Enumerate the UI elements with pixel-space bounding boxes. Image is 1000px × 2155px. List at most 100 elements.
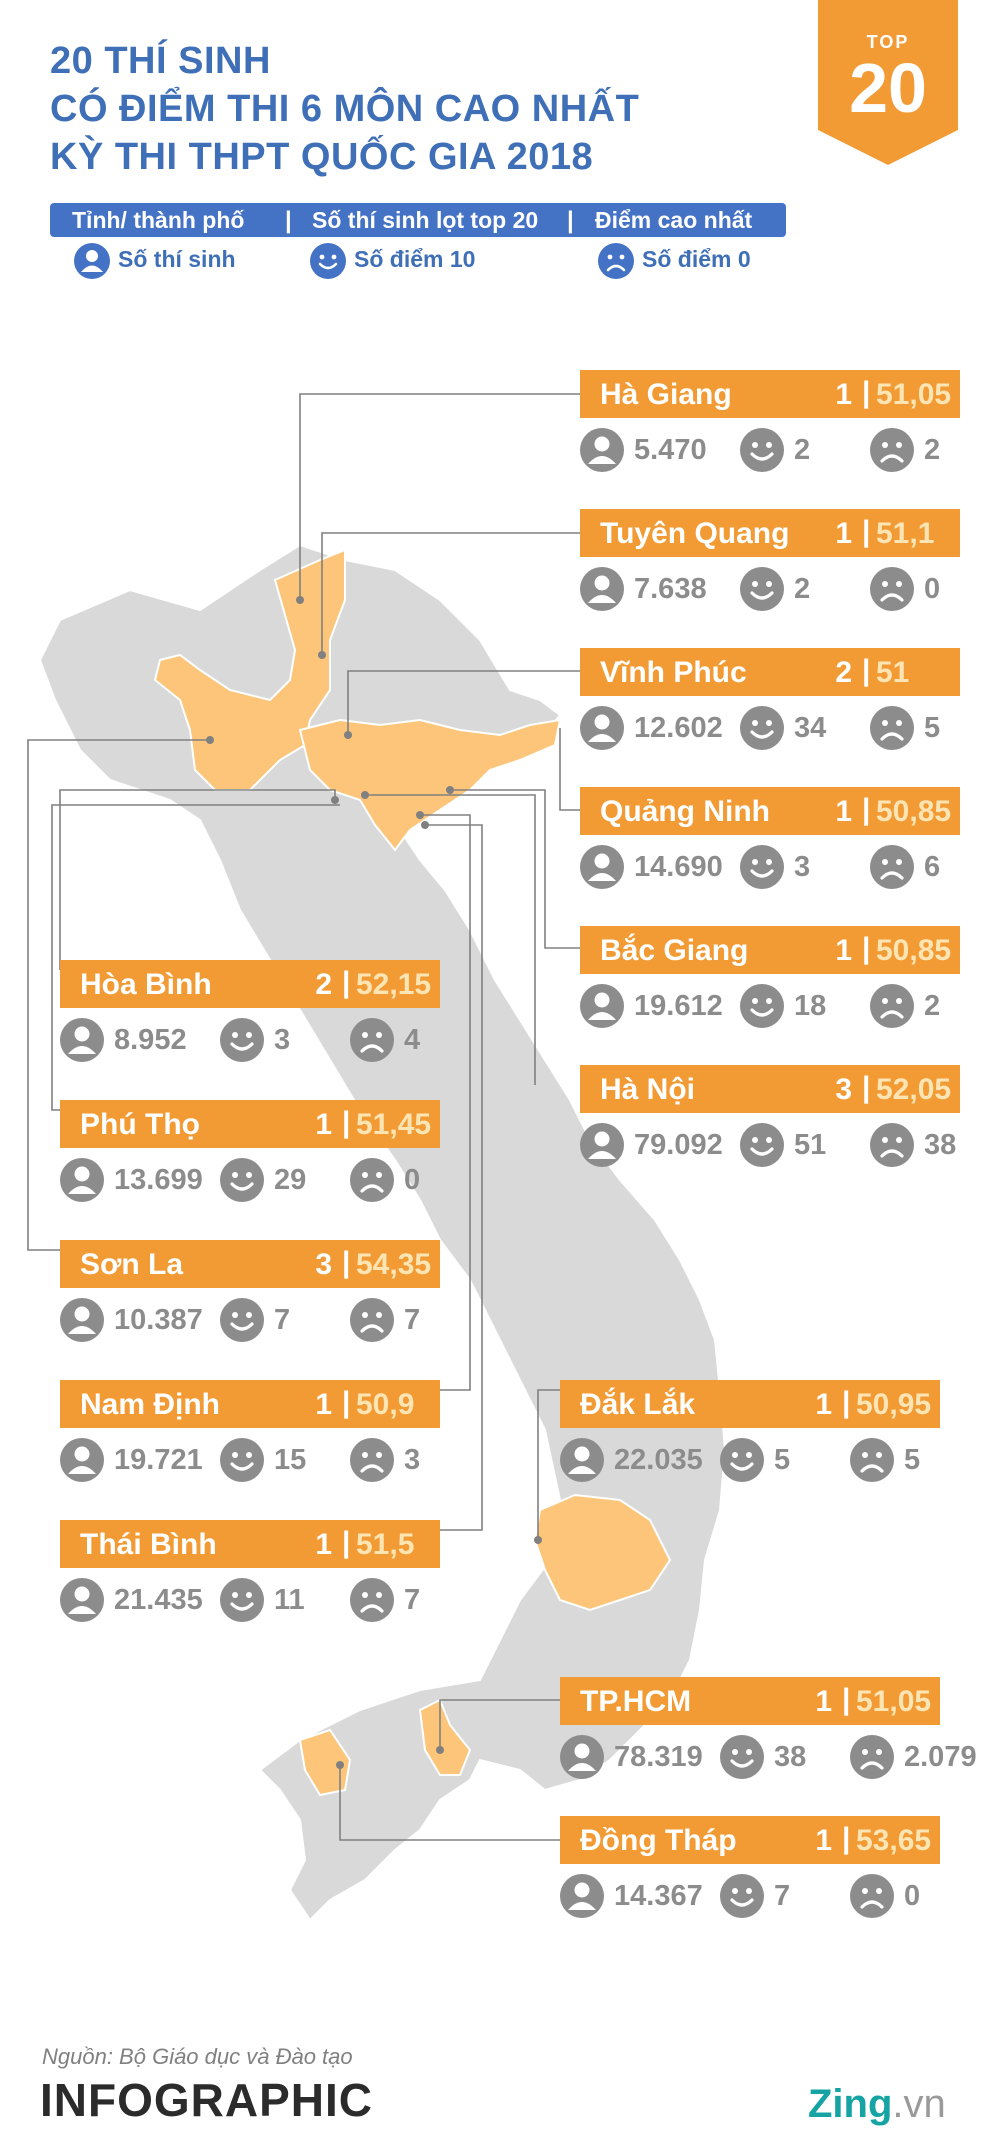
- title-line-3: KỲ THI THPT QUỐC GIA 2018: [50, 136, 594, 178]
- smile-icon: [310, 243, 346, 279]
- zeros-value: 7: [404, 1304, 421, 1336]
- province-name: Quảng Ninh: [600, 795, 770, 828]
- students-value: 79.092: [634, 1129, 723, 1161]
- smile-icon: [720, 1735, 764, 1779]
- smile-icon: [220, 1018, 264, 1062]
- frown-icon: [350, 1018, 394, 1062]
- top20-count: 1: [315, 1388, 332, 1421]
- leader-dots: [206, 596, 542, 1769]
- province-card: Bắc Giang 1 | 50,85 19.612 18 2: [580, 926, 960, 1036]
- map-region-delta: [298, 718, 562, 852]
- separator: |: [842, 1386, 851, 1419]
- frown-icon: [350, 1578, 394, 1622]
- zeros-value: 0: [404, 1164, 421, 1196]
- max-score: 51,45: [356, 1108, 432, 1141]
- province-header-bar: Bắc Giang 1 | 50,85: [580, 926, 960, 974]
- person-icon: [580, 567, 624, 611]
- legend-col-province: Tỉnh/ thành phố: [72, 207, 245, 233]
- smile-icon: [740, 1123, 784, 1167]
- separator: |: [342, 1246, 351, 1279]
- separator: |: [342, 966, 351, 999]
- province-name: Hòa Bình: [80, 968, 212, 1001]
- frown-icon: [850, 1438, 894, 1482]
- legend-col-count: Số thí sinh lọt top 20: [312, 207, 539, 233]
- province-name: Tuyên Quang: [600, 517, 790, 550]
- province-header-bar: Phú Thọ 1 | 51,45: [60, 1100, 440, 1148]
- max-score: 50,85: [876, 795, 952, 828]
- frown-icon: [870, 706, 914, 750]
- province-header-bar: Hòa Bình 2 | 52,15: [60, 960, 440, 1008]
- separator: |: [862, 932, 871, 965]
- person-icon: [560, 1735, 604, 1779]
- frown-icon: [850, 1874, 894, 1918]
- students-value: 21.435: [114, 1584, 203, 1616]
- top20-count: 1: [835, 378, 852, 411]
- frown-icon: [870, 567, 914, 611]
- province-header-bar: Quảng Ninh 1 | 50,85: [580, 787, 960, 835]
- province-header-bar: Hà Giang 1 | 51,05: [580, 370, 960, 418]
- map-region-hcm: [418, 1698, 472, 1776]
- max-score: 50,95: [856, 1388, 932, 1421]
- tens-value: 3: [274, 1024, 291, 1056]
- separator: |: [842, 1822, 851, 1855]
- province-header-bar: Vĩnh Phúc 2 | 51: [580, 648, 960, 696]
- province-card: Quảng Ninh 1 | 50,85 14.690 3 6: [580, 787, 960, 897]
- students-value: 14.367: [614, 1880, 703, 1912]
- tens-value: 51: [794, 1129, 827, 1161]
- smile-icon: [740, 845, 784, 889]
- frown-icon: [350, 1158, 394, 1202]
- source-note: Nguồn: Bộ Giáo dục và Đào tạo: [42, 2044, 353, 2069]
- top20-count: 1: [315, 1108, 332, 1141]
- zeros-value: 0: [904, 1880, 921, 1912]
- province-card: Tuyên Quang 1 | 51,1 7.638 2 0: [580, 509, 960, 619]
- frown-icon: [350, 1438, 394, 1482]
- province-header-bar: Nam Định 1 | 50,9: [60, 1380, 440, 1428]
- top20-count: 1: [835, 517, 852, 550]
- frown-icon: [870, 984, 914, 1028]
- tens-value: 11: [274, 1584, 305, 1616]
- title-line-1: 20 THÍ SINH: [50, 40, 271, 82]
- frown-icon: [598, 243, 634, 279]
- separator: |: [862, 793, 871, 826]
- top20-count: 3: [315, 1248, 332, 1281]
- map-region-daklak: [533, 1493, 672, 1612]
- province-header-bar: Đồng Tháp 1 | 53,65: [560, 1816, 940, 1864]
- person-icon: [580, 706, 624, 750]
- tens-value: 34: [794, 712, 827, 744]
- leader-lines: [27, 393, 580, 1841]
- students-value: 78.319: [614, 1741, 703, 1773]
- zeros-value: 5: [924, 712, 941, 744]
- legend-zeros: Số điểm 0: [598, 243, 751, 279]
- province-name: Nam Định: [80, 1388, 221, 1421]
- person-icon: [580, 1123, 624, 1167]
- students-value: 12.602: [634, 712, 723, 744]
- legend-sep-2: |: [567, 207, 574, 234]
- frown-icon: [870, 428, 914, 472]
- max-score: 51,05: [856, 1685, 932, 1718]
- tens-value: 38: [774, 1741, 807, 1773]
- person-icon: [60, 1298, 104, 1342]
- legend-zeros-label: Số điểm 0: [642, 246, 751, 272]
- province-card: Hòa Bình 2 | 52,15 8.952 3 4: [60, 960, 440, 1070]
- smile-icon: [220, 1578, 264, 1622]
- tens-value: 7: [774, 1880, 791, 1912]
- zeros-value: 4: [404, 1024, 421, 1056]
- zeros-value: 2.079: [904, 1741, 977, 1773]
- zeros-value: 2: [924, 990, 941, 1022]
- tens-value: 2: [794, 434, 811, 466]
- zeros-value: 7: [404, 1584, 421, 1616]
- person-icon: [74, 243, 110, 279]
- province-header-bar: Hà Nội 3 | 52,05: [580, 1065, 960, 1113]
- frown-icon: [870, 845, 914, 889]
- province-card: Vĩnh Phúc 2 | 51 12.602 34 5: [580, 648, 960, 758]
- zeros-value: 2: [924, 434, 941, 466]
- tens-value: 18: [794, 990, 827, 1022]
- title-line-2: CÓ ĐIỂM THI 6 MÔN CAO NHẤT: [50, 88, 640, 130]
- province-name: Phú Thọ: [80, 1108, 200, 1141]
- province-name: Bắc Giang: [600, 934, 749, 967]
- zing-logo: Zing.vn: [808, 2082, 946, 2127]
- separator: |: [862, 1071, 871, 1104]
- province-card: Đồng Tháp 1 | 53,65 14.367 7 0: [560, 1816, 940, 1926]
- students-value: 19.721: [114, 1444, 203, 1476]
- smile-icon: [220, 1158, 264, 1202]
